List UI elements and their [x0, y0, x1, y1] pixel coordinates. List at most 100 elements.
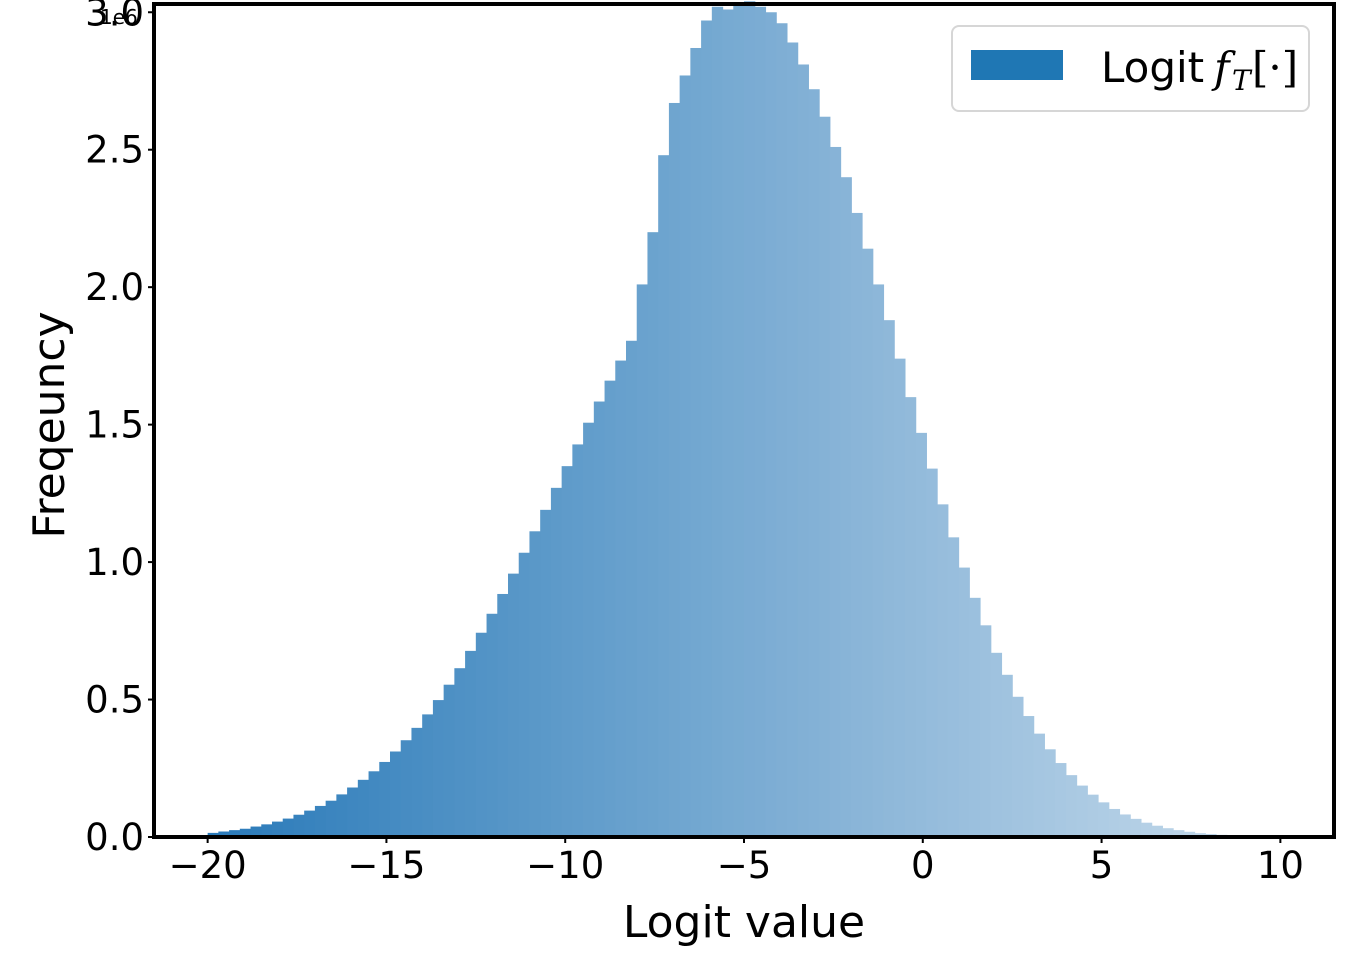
histogram-bar — [475, 632, 488, 837]
histogram-bar — [658, 155, 670, 837]
histogram-bar — [357, 779, 370, 837]
histogram-bar — [636, 284, 649, 837]
legend: Logit f T [·] — [951, 25, 1310, 112]
histogram-bar — [282, 818, 295, 837]
histogram-bar — [711, 6, 724, 837]
histogram-bar — [497, 593, 509, 837]
y-tick-label: 2.5 — [85, 129, 144, 172]
histogram-bar — [1173, 830, 1185, 837]
histogram-bar — [1001, 674, 1013, 837]
histogram-bar — [808, 89, 820, 838]
histogram-bar — [626, 340, 638, 837]
histogram-bar — [1183, 831, 1196, 837]
histogram-bar — [207, 832, 219, 837]
histogram-bar — [701, 20, 713, 837]
histogram-bar — [572, 444, 584, 837]
histogram-bar — [518, 552, 531, 837]
histogram-bar — [465, 650, 477, 837]
histogram-bar — [722, 9, 734, 837]
histogram-bar — [733, 4, 745, 837]
histogram-bar — [851, 212, 863, 837]
histogram-bar — [915, 432, 927, 837]
histogram-bar — [1151, 825, 1163, 837]
histogram-bar — [926, 468, 938, 837]
histogram-bar — [583, 422, 595, 837]
histogram-bar — [1022, 716, 1035, 837]
x-tick-label: −10 — [526, 844, 604, 887]
histogram-bar — [829, 146, 842, 837]
histogram-bar — [336, 794, 348, 837]
histogram-bar — [797, 64, 809, 838]
histogram-bar — [411, 727, 423, 837]
histogram-bar — [883, 320, 895, 837]
y-tick-label: 3.0 — [85, 0, 144, 34]
histogram-bar — [679, 75, 691, 838]
histogram-bar — [937, 504, 949, 837]
y-tick-label: 0.5 — [85, 679, 144, 722]
histogram-bar — [508, 573, 520, 837]
histogram-bar — [1140, 822, 1153, 837]
x-axis-label: Logit value — [623, 897, 865, 948]
y-axis-ticks: 0.0 0.5 1.0 1.5 2.0 2.5 3.0 — [85, 0, 154, 859]
legend-swatch — [971, 50, 1063, 80]
histogram-bar — [1108, 808, 1121, 837]
histogram-bar — [668, 102, 681, 838]
y-tick-label: 1.5 — [85, 404, 144, 447]
histogram-bar — [904, 397, 917, 837]
histogram-bar — [1087, 794, 1099, 837]
histogram-bar — [325, 800, 337, 837]
histogram-bar — [1012, 696, 1024, 837]
histogram-bar — [314, 805, 327, 837]
histogram-bar — [604, 380, 616, 837]
histogram-bar — [400, 740, 413, 837]
histogram-bar — [690, 47, 702, 838]
histogram-bar — [776, 23, 788, 838]
histogram-bar — [1076, 785, 1088, 837]
histogram-bar — [443, 684, 455, 837]
histogram-bar — [1065, 775, 1078, 837]
histogram-bar — [540, 509, 552, 837]
histogram-bar — [1044, 749, 1056, 837]
histogram-bar — [261, 824, 273, 837]
histogram-bar — [947, 537, 960, 837]
histogram-bar — [969, 597, 981, 837]
histogram-bar — [304, 810, 316, 837]
histogram-bar — [218, 831, 230, 837]
histogram-bar — [647, 232, 659, 837]
legend-box — [951, 25, 1310, 112]
histogram-bar — [786, 42, 799, 838]
legend-math-subscript: T — [1232, 64, 1253, 97]
y-tick-label: 1.0 — [85, 541, 144, 584]
histogram-bar — [432, 700, 445, 837]
x-tick-label: −15 — [347, 844, 425, 887]
histogram-bar — [990, 652, 1003, 837]
y-tick-label: 2.0 — [85, 266, 144, 309]
legend-math-bracket: [·] — [1252, 43, 1298, 92]
histogram-bars — [207, 1, 1281, 838]
histogram-bar — [1033, 733, 1045, 837]
histogram-bar — [529, 531, 541, 837]
histogram-bar — [347, 787, 359, 837]
histogram-bar — [368, 771, 380, 837]
histogram-bar — [744, 1, 756, 837]
histogram-bar — [422, 714, 434, 837]
histogram-bar — [229, 830, 241, 837]
x-tick-label: −5 — [717, 844, 772, 887]
histogram-bar — [1119, 814, 1131, 837]
histogram-bar — [754, 6, 767, 837]
histogram-bar — [980, 625, 992, 837]
histogram-bar — [390, 751, 402, 837]
histogram-bar — [550, 487, 563, 837]
y-offset-label: 1e6 — [100, 5, 138, 29]
histogram-bar — [894, 358, 906, 837]
histogram-bar — [862, 248, 874, 837]
legend-label: Logit — [1101, 43, 1204, 92]
x-tick-label: 5 — [1090, 844, 1114, 887]
histogram-bar — [593, 401, 606, 837]
histogram-bar — [872, 284, 885, 837]
histogram-bar — [379, 761, 391, 837]
x-tick-label: 0 — [911, 844, 935, 887]
histogram-bar — [272, 821, 284, 837]
histogram-bar — [1055, 763, 1067, 837]
histogram-bar — [765, 12, 777, 837]
